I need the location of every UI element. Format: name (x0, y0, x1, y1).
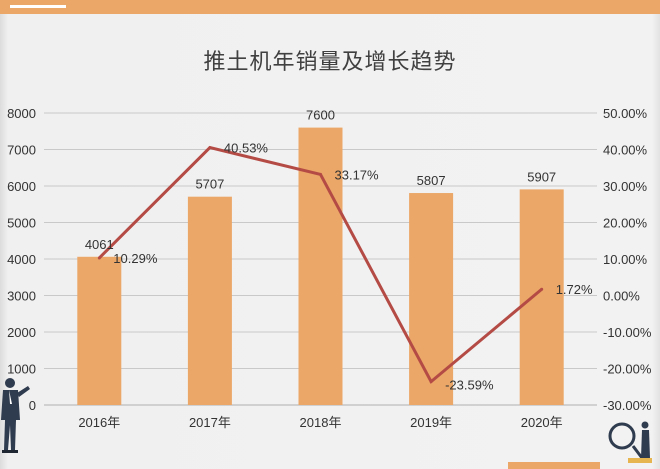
left-axis-tick-label: 6000 (7, 179, 36, 194)
right-axis-tick-label: 30.00% (603, 179, 648, 194)
growth-line-series (97, 145, 544, 384)
left-axis-tick-label: 5000 (7, 216, 36, 231)
chart-title: 推土机年销量及增长趋势 (203, 50, 457, 75)
right-axis-tick-label: 40.00% (603, 143, 648, 158)
left-axis-tick-label: 2000 (7, 325, 36, 340)
right-axis-tick-label: 20.00% (603, 216, 648, 231)
left-axis-tick-label: 7000 (7, 143, 36, 158)
bar-series (77, 127, 564, 405)
bar-value-label: 4061 (85, 237, 114, 252)
category-label: 2017年 (189, 415, 231, 430)
bar (409, 193, 454, 405)
businessman-pointing-icon (1, 378, 30, 453)
growth-value-label: 10.29% (113, 251, 158, 266)
growth-value-label: -23.59% (445, 378, 494, 393)
bar-value-label: 5907 (527, 169, 556, 184)
category-axis: 2016年 2017年 2018年 2019年 2020年 (78, 415, 562, 430)
bar (77, 256, 122, 405)
right-axis-tick-label: -30.00% (603, 398, 652, 413)
left-axis: 0 1000 2000 3000 4000 5000 6000 7000 8000 (7, 106, 36, 413)
bar (187, 196, 232, 405)
bar-value-label: 7600 (306, 108, 335, 123)
bar (519, 189, 564, 405)
left-axis-tick-label: 0 (29, 398, 36, 413)
growth-point (97, 256, 101, 260)
right-axis: 50.00% 40.00% 30.00% 20.00% 10.00% 0.00% -10.0… (603, 106, 652, 413)
right-axis-tick-label: 50.00% (603, 106, 648, 121)
growth-point (319, 172, 322, 176)
magnifying-glass-person-icon (608, 421, 652, 463)
data-labels: 4061 5707 7600 5807 5907 10.29% 40.53% 33.17% -2… (85, 108, 593, 393)
category-label: 2018年 (300, 415, 342, 430)
bottom-accent-bar (508, 462, 600, 469)
category-label: 2020年 (521, 415, 563, 430)
top-accent-band (0, 0, 660, 14)
left-axis-tick-label: 3000 (7, 289, 36, 304)
top-accent-line (10, 5, 66, 8)
category-label: 2016年 (78, 415, 120, 430)
left-axis-tick-label: 4000 (7, 252, 36, 267)
category-label: 2019年 (410, 415, 452, 430)
growth-value-label: 40.53% (224, 141, 269, 156)
growth-value-label: 1.72% (556, 282, 593, 297)
left-axis-tick-label: 8000 (7, 106, 36, 121)
right-axis-tick-label: -10.00% (603, 325, 652, 340)
bar-value-label: 5807 (417, 173, 446, 188)
left-axis-tick-label: 1000 (7, 362, 36, 377)
right-axis-tick-label: -20.00% (603, 362, 652, 377)
right-axis-tick-label: 10.00% (603, 252, 648, 267)
growth-point (208, 146, 212, 150)
growth-value-label: 33.17% (335, 167, 380, 182)
growth-point (429, 380, 433, 384)
bar-value-label: 5707 (195, 177, 224, 192)
right-axis-tick-label: 0.00% (603, 289, 640, 304)
growth-point (540, 287, 544, 291)
